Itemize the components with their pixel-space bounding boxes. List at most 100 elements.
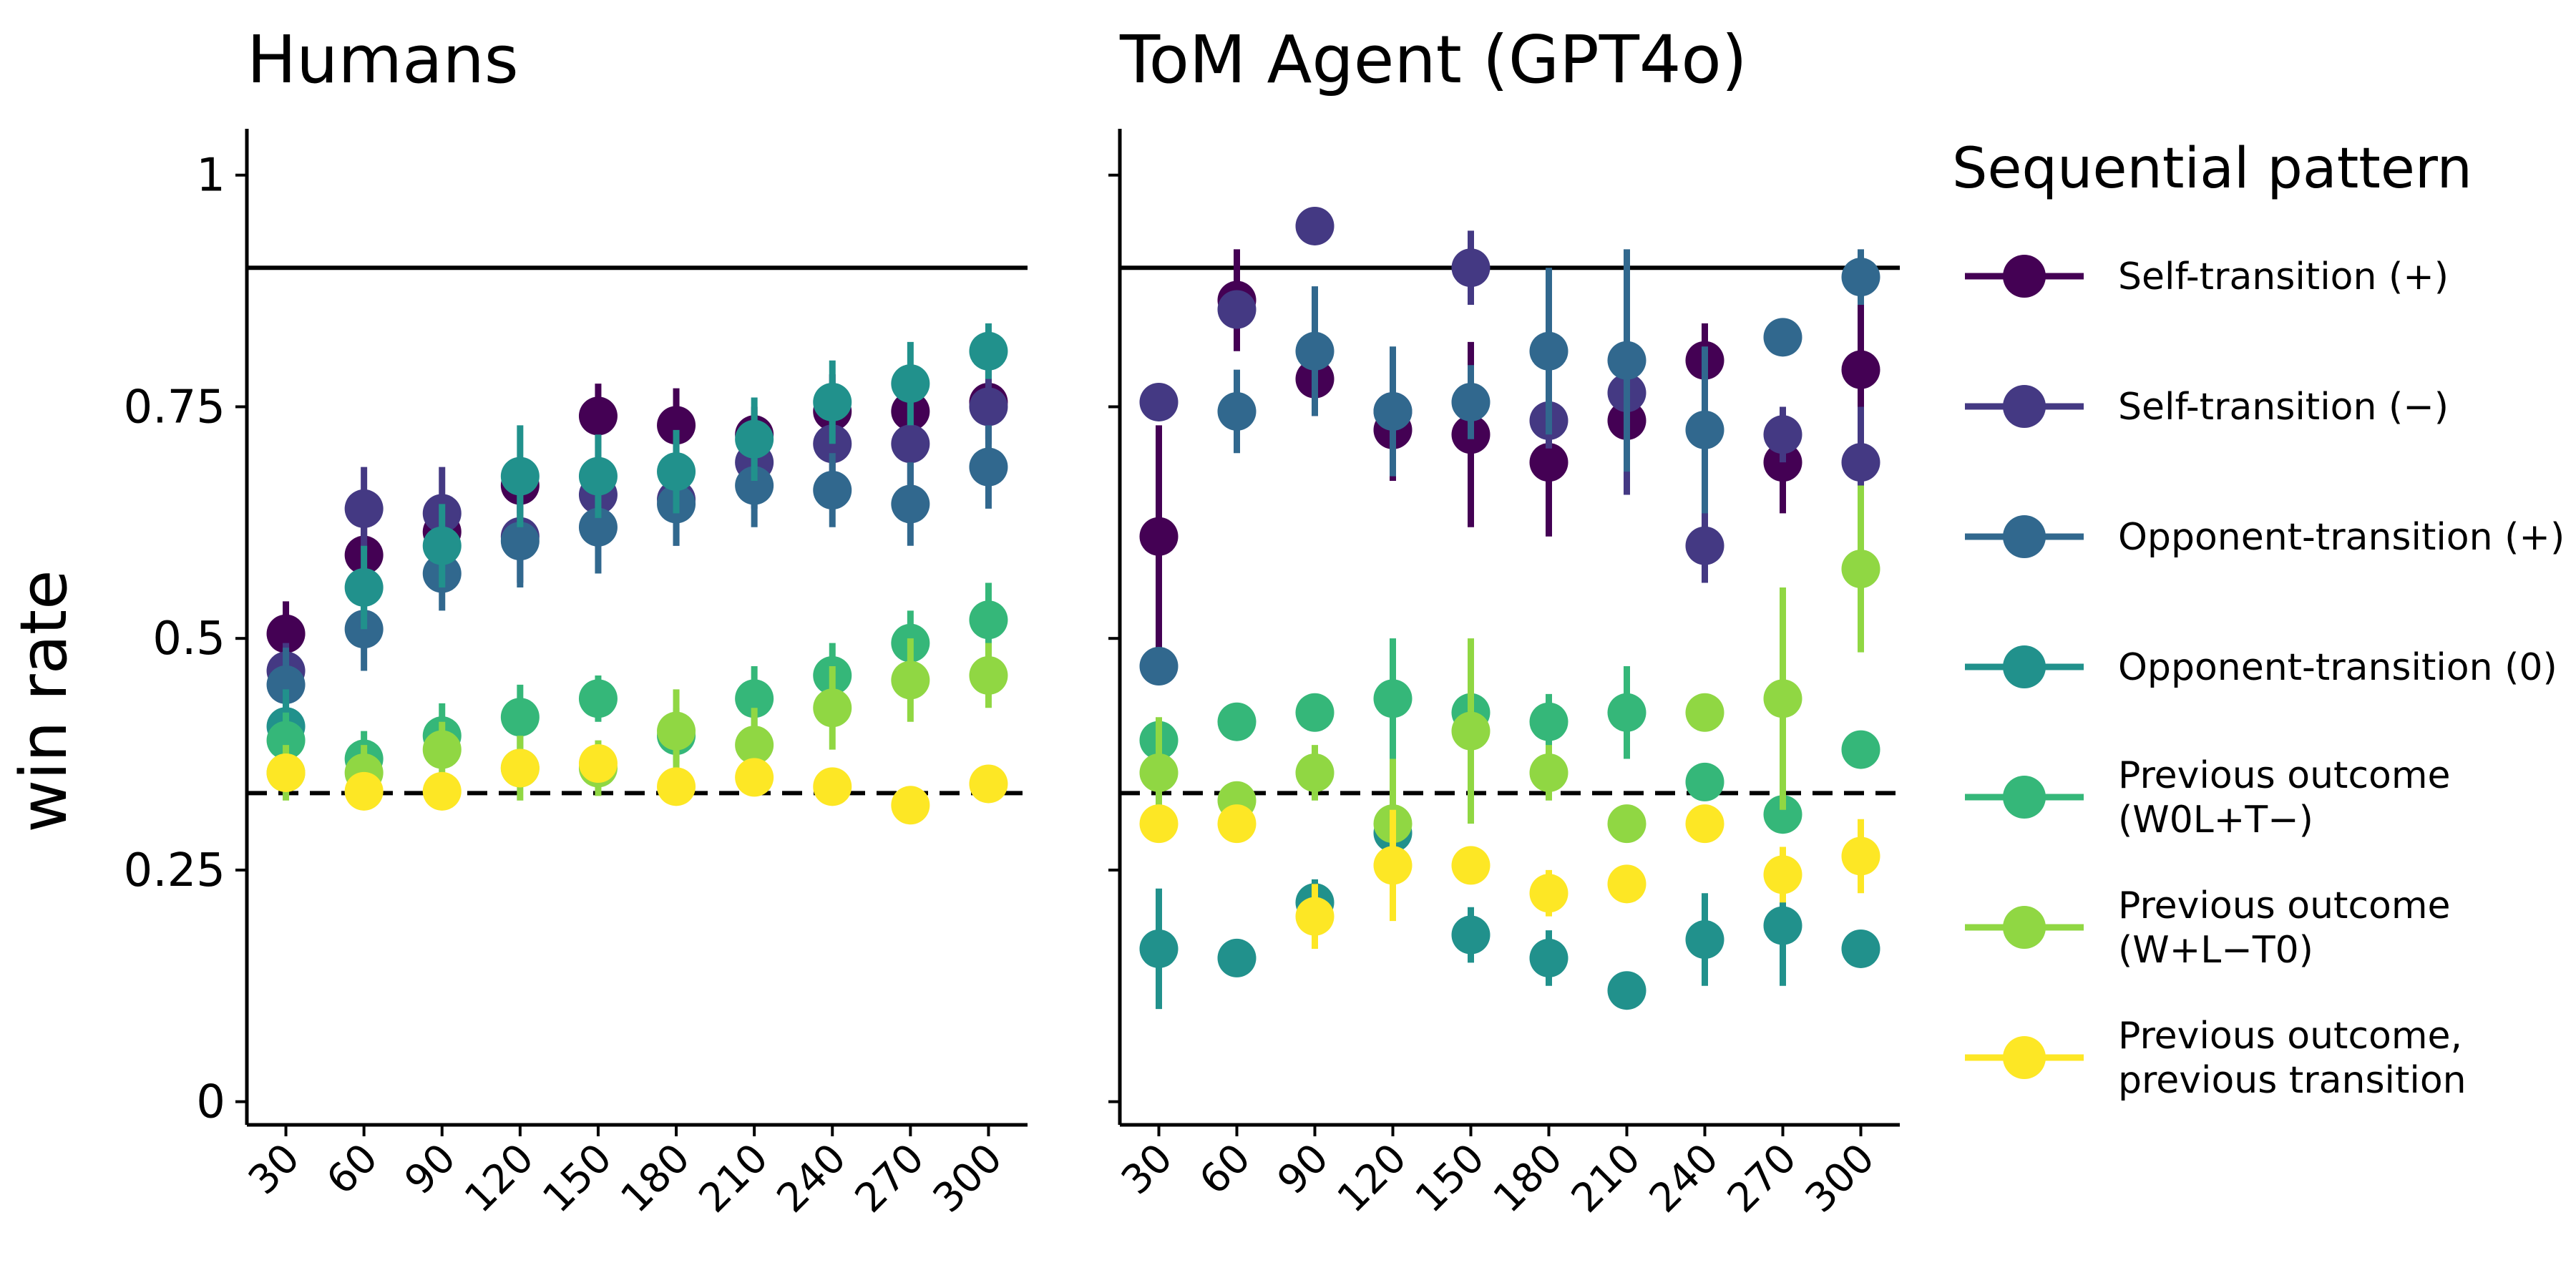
legend-items: Self-transition (+) Self-transition (−) Op… — [1965, 255, 2565, 1102]
data-point — [422, 526, 462, 565]
data-point — [1763, 855, 1802, 894]
data-point — [1139, 517, 1179, 556]
data-point — [1841, 550, 1880, 589]
data-point — [266, 614, 306, 653]
data-point — [813, 382, 852, 421]
data-point — [1451, 915, 1491, 955]
series-s7 — [1139, 804, 1880, 949]
y-tick-label: 0.75 — [124, 381, 226, 434]
data-point — [657, 711, 696, 751]
data-point — [344, 567, 384, 607]
x-tick-label: 240 — [769, 1135, 856, 1222]
data-point — [1451, 846, 1491, 885]
x-tick-label: 270 — [1719, 1135, 1806, 1222]
data-point — [1529, 874, 1568, 913]
legend-item-s1: Self-transition (+) — [1965, 255, 2449, 298]
y-tick-label: 0 — [196, 1076, 225, 1129]
legend-item-s6: Previous outcome(W+L−T0) — [1965, 884, 2451, 972]
data-point — [1685, 920, 1724, 960]
data-point — [1295, 753, 1335, 792]
data-point — [1217, 938, 1257, 977]
data-point — [578, 457, 618, 496]
data-point — [969, 764, 1008, 804]
data-point — [1139, 753, 1179, 792]
data-point — [1685, 762, 1724, 801]
legend: Sequential pattern Self-transition (+)Se… — [1952, 137, 2565, 1102]
x-tick-label: 30 — [240, 1135, 308, 1204]
legend-key-point — [2003, 515, 2046, 558]
data-point — [1685, 526, 1724, 565]
legend-key-point — [2003, 255, 2046, 298]
legend-label: Previous outcome — [2118, 754, 2451, 797]
data-point — [1841, 443, 1880, 482]
legend-key-point — [2003, 776, 2046, 819]
y-tick-label: 1 — [196, 150, 225, 203]
panel-title-tom-agent: ToM Agent (GPT4o) — [1119, 21, 1747, 98]
legend-label: Previous outcome — [2118, 884, 2451, 927]
legend-item-s7: Previous outcome,previous transition — [1965, 1015, 2467, 1102]
data-point — [578, 679, 618, 718]
series-s6 — [1139, 485, 1880, 889]
data-point — [1295, 206, 1335, 245]
data-point — [1529, 331, 1568, 371]
data-point — [1217, 290, 1257, 329]
data-point — [1763, 415, 1802, 454]
data-point — [1139, 929, 1179, 968]
data-point — [1841, 350, 1880, 389]
data-point — [1139, 647, 1179, 686]
data-point — [1373, 846, 1413, 885]
data-point — [266, 665, 306, 704]
data-point — [422, 771, 462, 811]
data-point — [1373, 391, 1413, 431]
data-point — [1841, 836, 1880, 876]
x-tick-label: 180 — [612, 1135, 699, 1222]
data-point — [1763, 679, 1802, 718]
data-point — [969, 600, 1008, 640]
legend-key-point — [2003, 906, 2046, 949]
data-point — [1685, 693, 1724, 732]
data-point — [813, 767, 852, 806]
data-point — [578, 743, 618, 783]
x-tick-label: 90 — [396, 1135, 464, 1204]
x-tick-label: 210 — [1563, 1135, 1650, 1222]
x-tick-label: 300 — [1797, 1135, 1884, 1222]
data-point — [1295, 331, 1335, 371]
data-point — [1763, 318, 1802, 357]
legend-label: Previous outcome, — [2118, 1015, 2462, 1058]
data-marks — [1139, 206, 1880, 1010]
series-s4 — [1139, 809, 1880, 1010]
data-point — [891, 660, 930, 700]
data-point — [1139, 382, 1179, 421]
data-point — [344, 489, 384, 528]
data-point — [1217, 804, 1257, 844]
x-tick-label: 120 — [456, 1135, 543, 1222]
data-point — [1529, 702, 1568, 741]
data-point — [657, 767, 696, 806]
legend-key-point — [2003, 645, 2046, 688]
legend-item-s4: Opponent-transition (0) — [1965, 645, 2557, 689]
data-point — [969, 655, 1008, 695]
data-point — [969, 387, 1008, 426]
panel-tom-agent: ToM Agent (GPT4o) 30 60 901201501802102402… — [1108, 21, 1900, 1221]
data-point — [1763, 795, 1802, 834]
data-point — [735, 466, 774, 505]
legend-label: Self-transition (+) — [2118, 255, 2449, 298]
legend-label: Self-transition (−) — [2118, 386, 2449, 429]
data-point — [1217, 702, 1257, 741]
data-point — [1841, 929, 1880, 968]
data-point — [266, 753, 306, 792]
x-tick-label: 30 — [1113, 1135, 1181, 1204]
data-point — [1607, 864, 1646, 904]
legend-label: Opponent-transition (+) — [2118, 516, 2565, 559]
legend-item-s3: Opponent-transition (+) — [1965, 515, 2565, 559]
data-point — [735, 679, 774, 718]
data-point — [1295, 897, 1335, 936]
data-point — [1373, 679, 1413, 718]
legend-item-s2: Self-transition (−) — [1965, 385, 2449, 429]
data-point — [657, 452, 696, 492]
legend-title: Sequential pattern — [1952, 137, 2472, 201]
data-point — [578, 396, 618, 436]
data-point — [1451, 248, 1491, 288]
data-point — [1607, 693, 1646, 732]
